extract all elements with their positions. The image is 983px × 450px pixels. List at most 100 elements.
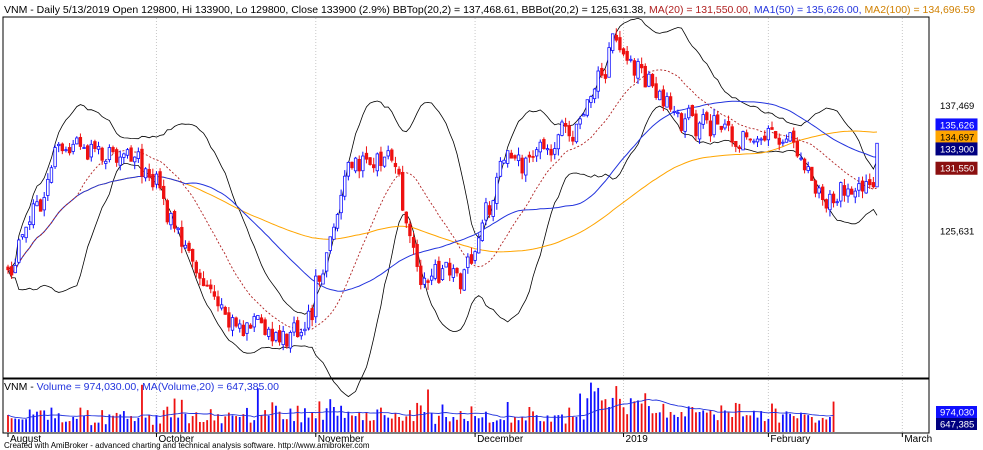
candle-body xyxy=(353,157,358,172)
candle-body xyxy=(67,147,72,154)
volume-bar xyxy=(492,422,495,432)
candle-body xyxy=(372,164,376,169)
candle-body xyxy=(614,34,618,41)
volume-bar xyxy=(586,398,589,432)
volume-bar xyxy=(448,421,451,432)
volume-label: 647,385 xyxy=(940,420,974,431)
volume-bar xyxy=(825,419,828,432)
candle-body xyxy=(187,242,191,252)
volume-bar xyxy=(322,419,324,432)
candle-body xyxy=(379,151,383,166)
volume-bar xyxy=(633,401,636,432)
volume-bar xyxy=(561,414,563,432)
volume-bar xyxy=(459,411,462,432)
candle-body xyxy=(13,265,17,274)
candle-body xyxy=(592,88,597,100)
candle-body xyxy=(100,147,104,161)
candle-body xyxy=(647,73,651,87)
candle-body xyxy=(89,143,93,158)
price-label: 125,631 xyxy=(940,227,974,238)
volume-bar xyxy=(532,411,534,432)
candle-body xyxy=(545,148,550,151)
volume-bar xyxy=(604,399,607,432)
volume-bar xyxy=(637,400,639,432)
candle-body xyxy=(346,161,351,177)
candle-body xyxy=(668,96,673,110)
candle-body xyxy=(256,315,260,320)
volume-bar xyxy=(177,417,180,432)
volume-bar xyxy=(293,421,295,432)
candle-body xyxy=(542,139,546,149)
candle-body xyxy=(831,193,836,204)
candle-body xyxy=(114,149,119,163)
candle-body xyxy=(292,322,296,333)
header-ma20: MA(20) = 131,550.00, xyxy=(649,4,751,16)
volume-bar xyxy=(195,412,198,432)
volume-bar xyxy=(521,417,524,432)
candle-body xyxy=(24,226,28,239)
candle-body xyxy=(78,136,83,147)
volume-bar xyxy=(227,412,230,432)
price-label-box xyxy=(935,98,978,112)
candle-body xyxy=(28,221,32,225)
candlesticks xyxy=(6,28,879,353)
volume-bar xyxy=(209,409,212,432)
volume-bar xyxy=(463,418,466,432)
volume-bar xyxy=(651,413,654,432)
candle-body xyxy=(212,291,217,297)
candle-body xyxy=(792,130,796,143)
volume-bar xyxy=(173,398,176,432)
month-dividers xyxy=(155,18,903,432)
candle-body xyxy=(361,155,365,172)
volume-bar xyxy=(550,421,553,432)
candle-body xyxy=(9,266,14,276)
volume-bar xyxy=(401,420,404,432)
volume-bar xyxy=(235,416,238,432)
volume-bar xyxy=(785,411,788,432)
volume-bar xyxy=(365,412,368,432)
candle-body xyxy=(524,157,528,176)
volume-bar xyxy=(781,414,784,432)
volume-bar xyxy=(184,413,187,432)
volume-bar xyxy=(488,422,491,432)
volume-bar xyxy=(54,418,56,432)
candle-body xyxy=(57,143,61,147)
candle-body xyxy=(306,310,311,329)
candle-body xyxy=(810,166,814,181)
volume-bar xyxy=(416,402,419,432)
volume-bar xyxy=(141,384,143,432)
candle-body xyxy=(223,306,227,315)
candle-body xyxy=(281,330,285,346)
candle-body xyxy=(607,47,611,78)
volume-bar xyxy=(36,411,38,432)
candle-body xyxy=(676,112,680,115)
candle-body xyxy=(734,140,738,147)
candle-body xyxy=(125,149,130,156)
volume-bar xyxy=(738,403,741,432)
volume-bar xyxy=(238,417,241,432)
candle-body xyxy=(484,202,488,221)
candle-body xyxy=(314,275,318,318)
candle-body xyxy=(393,162,398,168)
candle-body xyxy=(679,113,684,131)
x-axis-month-label: 2019 xyxy=(626,434,649,445)
candle-body xyxy=(209,284,213,290)
volume-bar xyxy=(553,415,556,432)
candle-body xyxy=(245,322,249,334)
candle-body xyxy=(531,155,535,158)
volume-bar xyxy=(734,402,737,432)
candle-body xyxy=(752,140,756,143)
candle-body xyxy=(448,262,452,276)
volume-bar xyxy=(452,417,455,432)
candle-body xyxy=(241,324,246,337)
volume-bar xyxy=(687,406,690,432)
volume-bar xyxy=(354,416,357,432)
volume-bar xyxy=(742,416,744,432)
volume-bar xyxy=(166,406,169,432)
volume-bar xyxy=(65,421,67,432)
volume-bar xyxy=(695,412,697,432)
volume-bar xyxy=(495,420,498,432)
volume-bar xyxy=(14,418,17,432)
volume-bar xyxy=(112,415,114,432)
volume-bar xyxy=(162,410,165,432)
